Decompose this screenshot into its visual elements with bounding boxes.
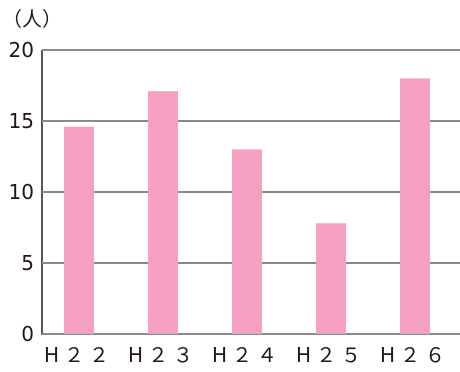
y-tick-label: 20 bbox=[9, 38, 34, 62]
x-tick-labels: H２２ H２３ H２４ H２５ H２６ bbox=[44, 343, 450, 367]
x-tick-label: H２３ bbox=[128, 343, 198, 367]
bars bbox=[64, 78, 430, 335]
y-tick-label: 15 bbox=[9, 109, 34, 133]
bar-H24 bbox=[232, 149, 262, 334]
y-tick-labels: 0 5 10 15 20 bbox=[9, 38, 34, 346]
x-tick-label: H２４ bbox=[212, 343, 282, 367]
y-tick-label: 10 bbox=[9, 180, 34, 204]
bar-H23 bbox=[148, 91, 178, 335]
y-tick-label: 5 bbox=[21, 251, 34, 275]
bar-H22 bbox=[64, 126, 94, 335]
bar-H25 bbox=[316, 223, 346, 334]
x-tick-label: H２５ bbox=[296, 343, 366, 367]
y-tick-label: 0 bbox=[21, 322, 34, 346]
x-tick-label: H２６ bbox=[380, 343, 450, 367]
x-tick-label: H２２ bbox=[44, 343, 114, 367]
bar-H26 bbox=[400, 78, 430, 335]
y-axis-unit-label: （人） bbox=[2, 7, 62, 31]
